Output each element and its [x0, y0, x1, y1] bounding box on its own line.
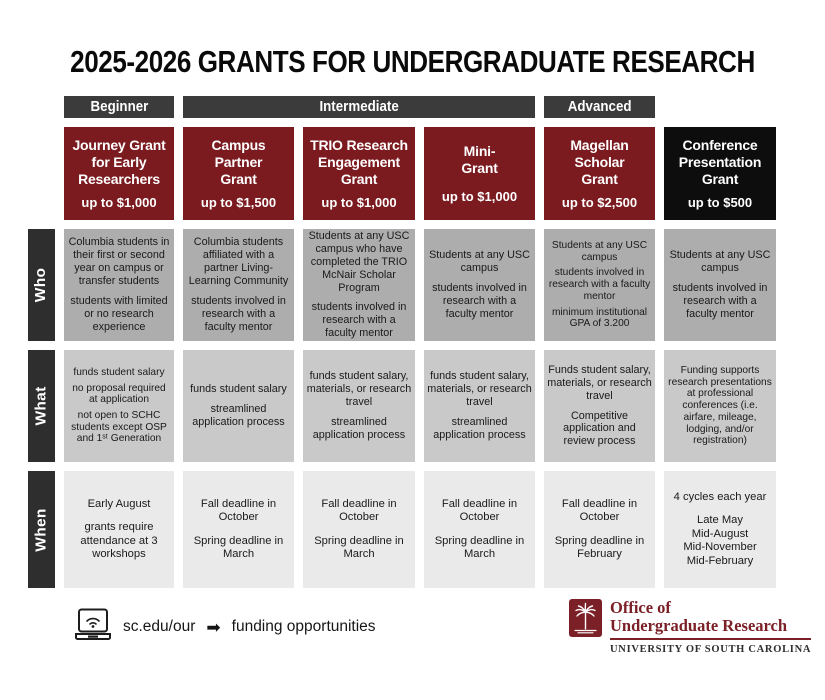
cell-journey-who: Columbia students in their first or seco…: [64, 229, 174, 341]
grant-name: TRIO Research Engagement Grant: [310, 136, 408, 188]
office-line-1: Office of: [610, 598, 671, 617]
grant-name: Magellan Scholar Grant: [570, 136, 629, 188]
grant-amount: up to $2,500: [561, 195, 638, 211]
cell-conference-when: 4 cycles each year Late May Mid-August Mi…: [664, 471, 776, 588]
grant-header-mini-grant: Mini- Grant up to $1,000: [424, 127, 535, 220]
footer-url: sc.edu/our: [123, 618, 196, 635]
cell-trio-who: Students at any USC campus who have comp…: [303, 229, 415, 341]
cell-campus-partner-when: Fall deadline in October Spring deadline …: [183, 471, 294, 588]
cell-mini-grant-when: Fall deadline in October Spring deadline …: [424, 471, 535, 588]
row-label-who: Who: [28, 229, 55, 341]
row-label-text: When: [32, 507, 50, 552]
cell-trio-when: Fall deadline in October Spring deadline …: [303, 471, 415, 588]
grant-amount: up to $1,000: [321, 195, 397, 211]
cell-trio-what: funds student salary, materials, or rese…: [303, 350, 415, 462]
grant-amount: up to $1,000: [81, 195, 157, 211]
grant-name: Mini- Grant: [461, 142, 498, 176]
university-name: UNIVERSITY OF SOUTH CAROLINA: [610, 643, 812, 655]
grant-header-conference: Conference Presentation Grant up to $500: [664, 127, 776, 220]
office-logo: Office of Undergraduate Research UNIVERS…: [569, 598, 812, 655]
row-label-text: What: [32, 386, 50, 426]
category-advanced: Advanced: [544, 96, 655, 118]
row-label-what: What: [28, 350, 55, 462]
cell-mini-grant-who: Students at any USC campus students invol…: [424, 229, 535, 341]
category-label: Intermediate: [319, 99, 399, 115]
category-beginner: Beginner: [64, 96, 174, 118]
cell-magellan-who: Students at any USC campus students invol…: [544, 229, 655, 341]
cell-journey-when: Early August grants require attendance at…: [64, 471, 174, 588]
grant-name: Conference Presentation Grant: [678, 136, 762, 188]
office-line-2: Undergraduate Research: [610, 615, 788, 635]
cell-campus-partner-who: Columbia students affiliated with a part…: [183, 229, 294, 341]
footer-url-callout: sc.edu/our ➡ funding opportunities: [74, 608, 376, 646]
laptop-icon: [74, 608, 112, 646]
grant-header-campus-partner: Campus Partner Grant up to $1,500: [183, 127, 294, 220]
row-label-text: Who: [32, 267, 50, 303]
cell-magellan-what: Funds student salary, materials, or rese…: [544, 350, 655, 462]
cell-conference-who: Students at any USC campus students invol…: [664, 229, 776, 341]
logo-divider: [610, 637, 812, 640]
cell-campus-partner-what: funds student salary streamlined applicat…: [183, 350, 294, 462]
category-label: Advanced: [567, 99, 632, 115]
cell-conference-what: Funding supports research presentations …: [664, 350, 776, 462]
grant-header-magellan: Magellan Scholar Grant up to $2,500: [544, 127, 655, 220]
footer-link-text: funding opportunities: [231, 618, 376, 635]
cell-magellan-when: Fall deadline in October Spring deadline …: [544, 471, 655, 588]
office-logo-text: Office of Undergraduate Research UNIVERS…: [610, 598, 812, 655]
usc-palmetto-icon: [569, 599, 602, 642]
page-title: 2025-2026 GRANTS FOR UNDERGRADUATE RESEA…: [70, 44, 755, 79]
grant-header-journey: Journey Grant for Early Researchers up t…: [64, 127, 174, 220]
row-label-when: When: [28, 471, 55, 588]
category-intermediate: Intermediate: [183, 96, 535, 118]
grants-table: Beginner Intermediate Advanced Journey G…: [28, 96, 776, 588]
grant-amount: up to $1,500: [200, 195, 277, 211]
category-label: Beginner: [90, 99, 148, 115]
grant-header-trio: TRIO Research Engagement Grant up to $1,…: [303, 127, 415, 220]
grant-amount: up to $500: [687, 195, 753, 211]
cell-journey-what: funds student salary no proposal required…: [64, 350, 174, 462]
grant-amount: up to $1,000: [441, 189, 518, 205]
grant-name: Campus Partner Grant: [211, 136, 266, 188]
right-arrow-icon: ➡: [206, 617, 221, 637]
cell-mini-grant-what: funds student salary, materials, or rese…: [424, 350, 535, 462]
grant-name: Journey Grant for Early Researchers: [72, 136, 166, 188]
